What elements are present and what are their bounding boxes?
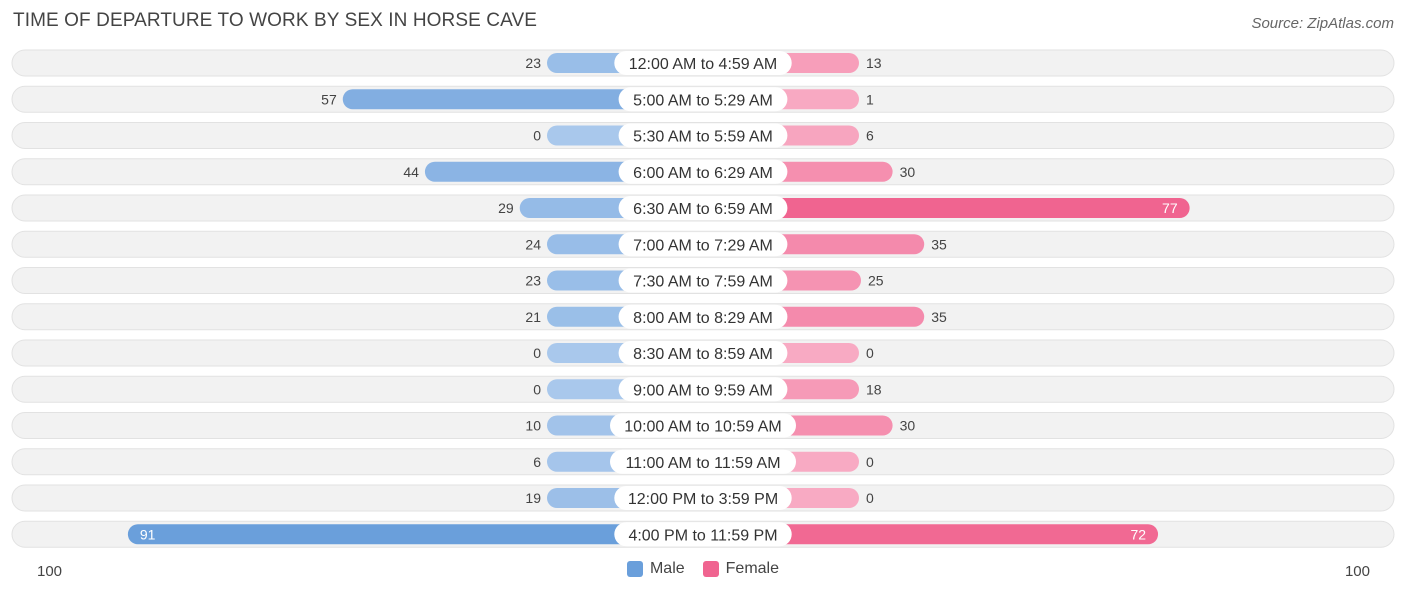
- category-label-box: [610, 449, 796, 474]
- category-label: 8:00 AM to 8:29 AM: [633, 310, 773, 327]
- category-label: 8:30 AM to 8:59 AM: [633, 346, 773, 363]
- category-label: 4:00 PM to 11:59 PM: [628, 527, 777, 544]
- male-value-label: 6: [533, 454, 541, 470]
- male-value-label: 29: [498, 200, 514, 216]
- category-label: 11:00 AM to 11:59 AM: [625, 455, 780, 472]
- category-label-box: [618, 159, 788, 184]
- category-label: 6:30 AM to 6:59 AM: [633, 201, 773, 218]
- category-label-box: [618, 123, 788, 148]
- female-value-label: 13: [866, 55, 882, 71]
- female-value-label: 35: [931, 309, 947, 325]
- category-label: 9:00 AM to 9:59 AM: [633, 382, 773, 399]
- female-value-label: 1: [866, 91, 874, 107]
- category-label: 6:00 AM to 6:29 AM: [633, 165, 773, 182]
- female-value-label: 6: [866, 128, 874, 144]
- female-value-label: 0: [866, 345, 874, 361]
- category-label-box: [618, 377, 788, 402]
- male-value-label: 44: [403, 164, 419, 180]
- female-value-label: 30: [900, 418, 916, 434]
- female-swatch: [702, 561, 719, 577]
- male-value-label: 10: [525, 418, 541, 434]
- category-label-box: [618, 196, 788, 220]
- axis-left-label: 100: [37, 563, 63, 580]
- female-value-label: 0: [866, 454, 874, 470]
- female-value-label: 72: [1130, 526, 1146, 542]
- source-label: Source: ZipAtlas.com: [1251, 15, 1394, 32]
- male-value-label: 21: [525, 309, 541, 325]
- male-value-label: 0: [533, 128, 541, 144]
- category-label-box: [614, 51, 792, 75]
- legend-item-female: Female: [702, 560, 780, 578]
- female-value-label: 77: [1162, 200, 1178, 216]
- male-bar: [342, 89, 703, 110]
- category-label-box: [614, 522, 792, 547]
- male-value-label: 24: [525, 236, 541, 252]
- category-label: 5:00 AM to 5:29 AM: [633, 92, 773, 109]
- female-value-label: 35: [931, 236, 947, 252]
- category-label-box: [614, 486, 792, 510]
- male-value-label: 23: [525, 273, 541, 289]
- legend-female-label: Female: [725, 560, 780, 577]
- male-value-label: 0: [533, 381, 541, 397]
- chart-plot: 23 13 12:00 AM to 4:59 AM 57 1 5:00 AM to 5:2…: [11, 49, 1395, 548]
- male-swatch: [626, 561, 643, 577]
- category-label-box: [618, 268, 788, 293]
- legend-male-label: Male: [649, 560, 685, 577]
- female-value-label: 0: [866, 490, 874, 506]
- category-label: 12:00 PM to 3:59 PM: [628, 491, 778, 508]
- legend: Male Female: [0, 560, 1406, 578]
- female-value-label: 30: [900, 164, 916, 180]
- legend-item-male: Male: [626, 560, 685, 578]
- category-label-box: [618, 304, 788, 329]
- category-label-box: [618, 232, 788, 257]
- male-value-label: 57: [321, 91, 337, 107]
- category-label: 5:30 AM to 5:59 AM: [633, 129, 773, 146]
- category-label: 7:00 AM to 7:29 AM: [633, 237, 773, 254]
- category-label-box: [618, 341, 788, 365]
- male-bar: [127, 524, 703, 545]
- category-label: 7:30 AM to 7:59 AM: [633, 274, 773, 291]
- category-label-box: [618, 87, 788, 112]
- category-label: 10:00 AM to 10:59 AM: [624, 419, 781, 436]
- category-label: 12:00 AM to 4:59 AM: [629, 56, 778, 73]
- chart-title: TIME OF DEPARTURE TO WORK BY SEX IN HORS…: [13, 10, 538, 31]
- male-value-label: 91: [140, 526, 156, 542]
- female-value-label: 18: [866, 381, 882, 397]
- male-value-label: 0: [533, 345, 541, 361]
- female-value-label: 25: [868, 273, 884, 289]
- category-label-box: [610, 413, 796, 438]
- female-bar: [703, 524, 1159, 545]
- male-value-label: 19: [525, 490, 541, 506]
- female-bar: [703, 198, 1190, 218]
- male-value-label: 23: [525, 55, 541, 71]
- axis-right-label: 100: [1344, 563, 1370, 580]
